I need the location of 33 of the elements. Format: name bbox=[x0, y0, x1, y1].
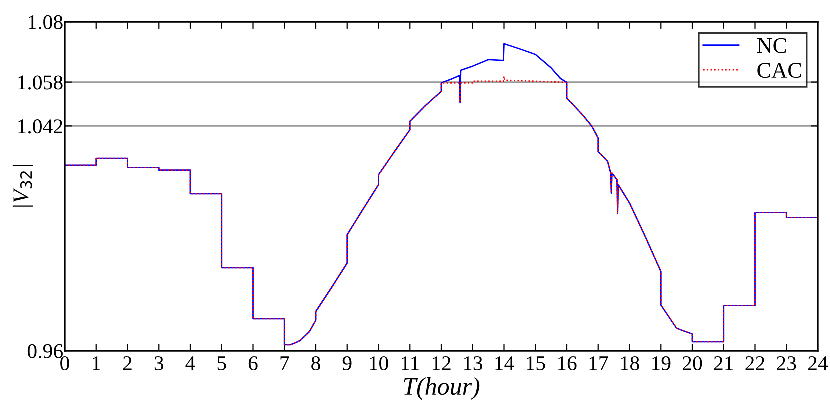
y-tick-label: 1.08 bbox=[28, 15, 63, 30]
x-tick-label: 9 bbox=[342, 356, 352, 371]
y-tick-label: 1.058 bbox=[18, 76, 63, 90]
x-tick-label: 17 bbox=[590, 356, 608, 370]
y-tick-label: 1.042 bbox=[18, 120, 62, 134]
x-tick-label: 21 bbox=[714, 356, 734, 370]
x-tick-label: 18 bbox=[621, 356, 640, 371]
x-tick-label: 19 bbox=[652, 356, 671, 371]
x-tick-label: 23 bbox=[777, 356, 796, 371]
x-tick-label: 20 bbox=[683, 356, 702, 371]
x-tick-label: 15 bbox=[527, 356, 546, 371]
x-tick-label: 5 bbox=[218, 356, 226, 371]
x-tick-label: 7 bbox=[280, 356, 290, 370]
x-tick-label: 8 bbox=[312, 356, 320, 371]
x-tick-label: 12 bbox=[432, 356, 451, 370]
x-tick-label: 3 bbox=[154, 356, 164, 371]
x-tick-label: 4 bbox=[186, 356, 196, 370]
x-tick-label: 0 bbox=[60, 356, 70, 371]
x-axis-title: T(hour) bbox=[404, 378, 480, 400]
x-tick-label: 6 bbox=[248, 356, 258, 371]
x-tick-label: 22 bbox=[746, 356, 765, 370]
x-tick-label: 24 bbox=[808, 356, 828, 370]
y-tick-label: 0.96 bbox=[28, 344, 63, 359]
x-tick-label: 14 bbox=[496, 356, 514, 370]
x-tick-label: 10 bbox=[370, 356, 388, 371]
legend-label: NC bbox=[757, 38, 786, 54]
x-tick-label: 2 bbox=[123, 356, 132, 370]
legend-label: CAC bbox=[758, 63, 802, 78]
x-tick-label: 16 bbox=[558, 356, 577, 371]
x-tick-label: 13 bbox=[464, 356, 482, 371]
x-tick-label: 11 bbox=[402, 356, 419, 370]
y-axis-title: |V$_{32}$| bbox=[12, 165, 34, 207]
x-tick-label: 1 bbox=[93, 356, 100, 370]
